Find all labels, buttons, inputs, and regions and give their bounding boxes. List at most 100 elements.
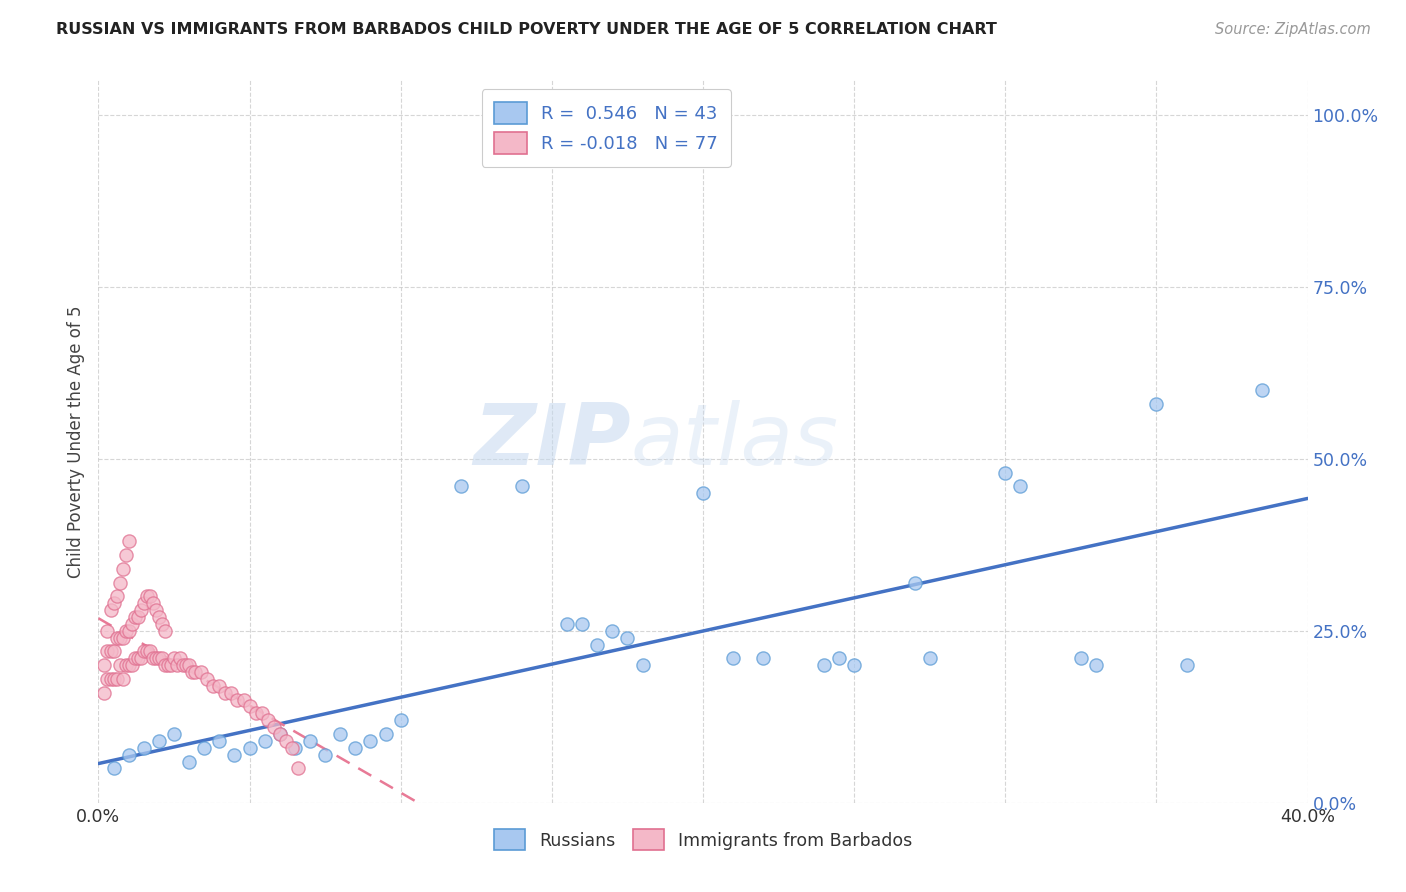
Point: [93, 686, 115, 700]
Point: [179, 755, 201, 769]
Point: [314, 747, 336, 762]
Point: [132, 740, 155, 755]
Point: [132, 596, 155, 610]
Point: [1251, 383, 1274, 397]
Point: [153, 624, 176, 638]
Point: [127, 610, 149, 624]
Point: [118, 747, 141, 762]
Point: [100, 603, 122, 617]
Point: [281, 740, 304, 755]
Point: [284, 740, 307, 755]
Point: [96, 644, 118, 658]
Point: [389, 713, 412, 727]
Point: [208, 679, 231, 693]
Point: [174, 658, 197, 673]
Text: RUSSIAN VS IMMIGRANTS FROM BARBADOS CHILD POVERTY UNDER THE AGE OF 5 CORRELATION: RUSSIAN VS IMMIGRANTS FROM BARBADOS CHIL…: [56, 22, 997, 37]
Text: ZIP: ZIP: [472, 400, 630, 483]
Point: [844, 658, 866, 673]
Point: [232, 692, 254, 706]
Point: [135, 644, 157, 658]
Point: [118, 658, 141, 673]
Point: [145, 651, 167, 665]
Point: [256, 713, 278, 727]
Point: [184, 665, 207, 679]
Point: [616, 631, 638, 645]
Point: [96, 624, 118, 638]
Point: [118, 534, 141, 549]
Point: [1144, 397, 1167, 411]
Point: [190, 665, 212, 679]
Point: [103, 596, 125, 610]
Point: [344, 740, 367, 755]
Point: [329, 727, 352, 741]
Text: atlas: atlas: [630, 400, 838, 483]
Point: [121, 658, 143, 673]
Point: [148, 610, 170, 624]
Point: [111, 672, 134, 686]
Point: [510, 479, 533, 493]
Point: [374, 727, 396, 741]
Point: [193, 740, 215, 755]
Point: [555, 616, 578, 631]
Point: [111, 562, 134, 576]
Point: [100, 672, 122, 686]
Point: [114, 548, 136, 562]
Point: [752, 651, 775, 665]
Point: [226, 692, 249, 706]
Point: [631, 658, 654, 673]
Legend: Russians, Immigrants from Barbados: Russians, Immigrants from Barbados: [485, 821, 921, 859]
Point: [169, 651, 191, 665]
Point: [142, 596, 165, 610]
Point: [1175, 658, 1198, 673]
Point: [172, 658, 194, 673]
Point: [250, 706, 273, 721]
Point: [214, 686, 236, 700]
Point: [108, 575, 131, 590]
Point: [269, 727, 291, 741]
Point: [360, 734, 382, 748]
Point: [156, 658, 179, 673]
Point: [723, 651, 745, 665]
Point: [269, 727, 291, 741]
Point: [163, 651, 186, 665]
Point: [1070, 651, 1092, 665]
Point: [224, 747, 246, 762]
Point: [114, 624, 136, 638]
Point: [163, 727, 186, 741]
Point: [602, 624, 624, 638]
Point: [299, 734, 322, 748]
Point: [274, 734, 297, 748]
Point: [692, 486, 714, 500]
Point: [127, 651, 149, 665]
Point: [239, 740, 262, 755]
Point: [105, 590, 128, 604]
Point: [100, 644, 122, 658]
Y-axis label: Child Poverty Under the Age of 5: Child Poverty Under the Age of 5: [66, 305, 84, 578]
Point: [139, 590, 162, 604]
Point: [1010, 479, 1032, 493]
Point: [813, 658, 835, 673]
Point: [150, 651, 173, 665]
Point: [287, 761, 309, 775]
Point: [105, 631, 128, 645]
Point: [121, 616, 143, 631]
Point: [586, 638, 609, 652]
Point: [111, 631, 134, 645]
Point: [145, 603, 167, 617]
Point: [129, 651, 152, 665]
Point: [253, 734, 276, 748]
Point: [450, 479, 472, 493]
Text: Source: ZipAtlas.com: Source: ZipAtlas.com: [1215, 22, 1371, 37]
Point: [208, 734, 231, 748]
Point: [150, 616, 173, 631]
Point: [571, 616, 593, 631]
Point: [828, 651, 851, 665]
Point: [108, 631, 131, 645]
Point: [179, 658, 201, 673]
Point: [103, 672, 125, 686]
Point: [139, 644, 162, 658]
Point: [105, 672, 128, 686]
Point: [239, 699, 262, 714]
Point: [245, 706, 267, 721]
Point: [103, 761, 125, 775]
